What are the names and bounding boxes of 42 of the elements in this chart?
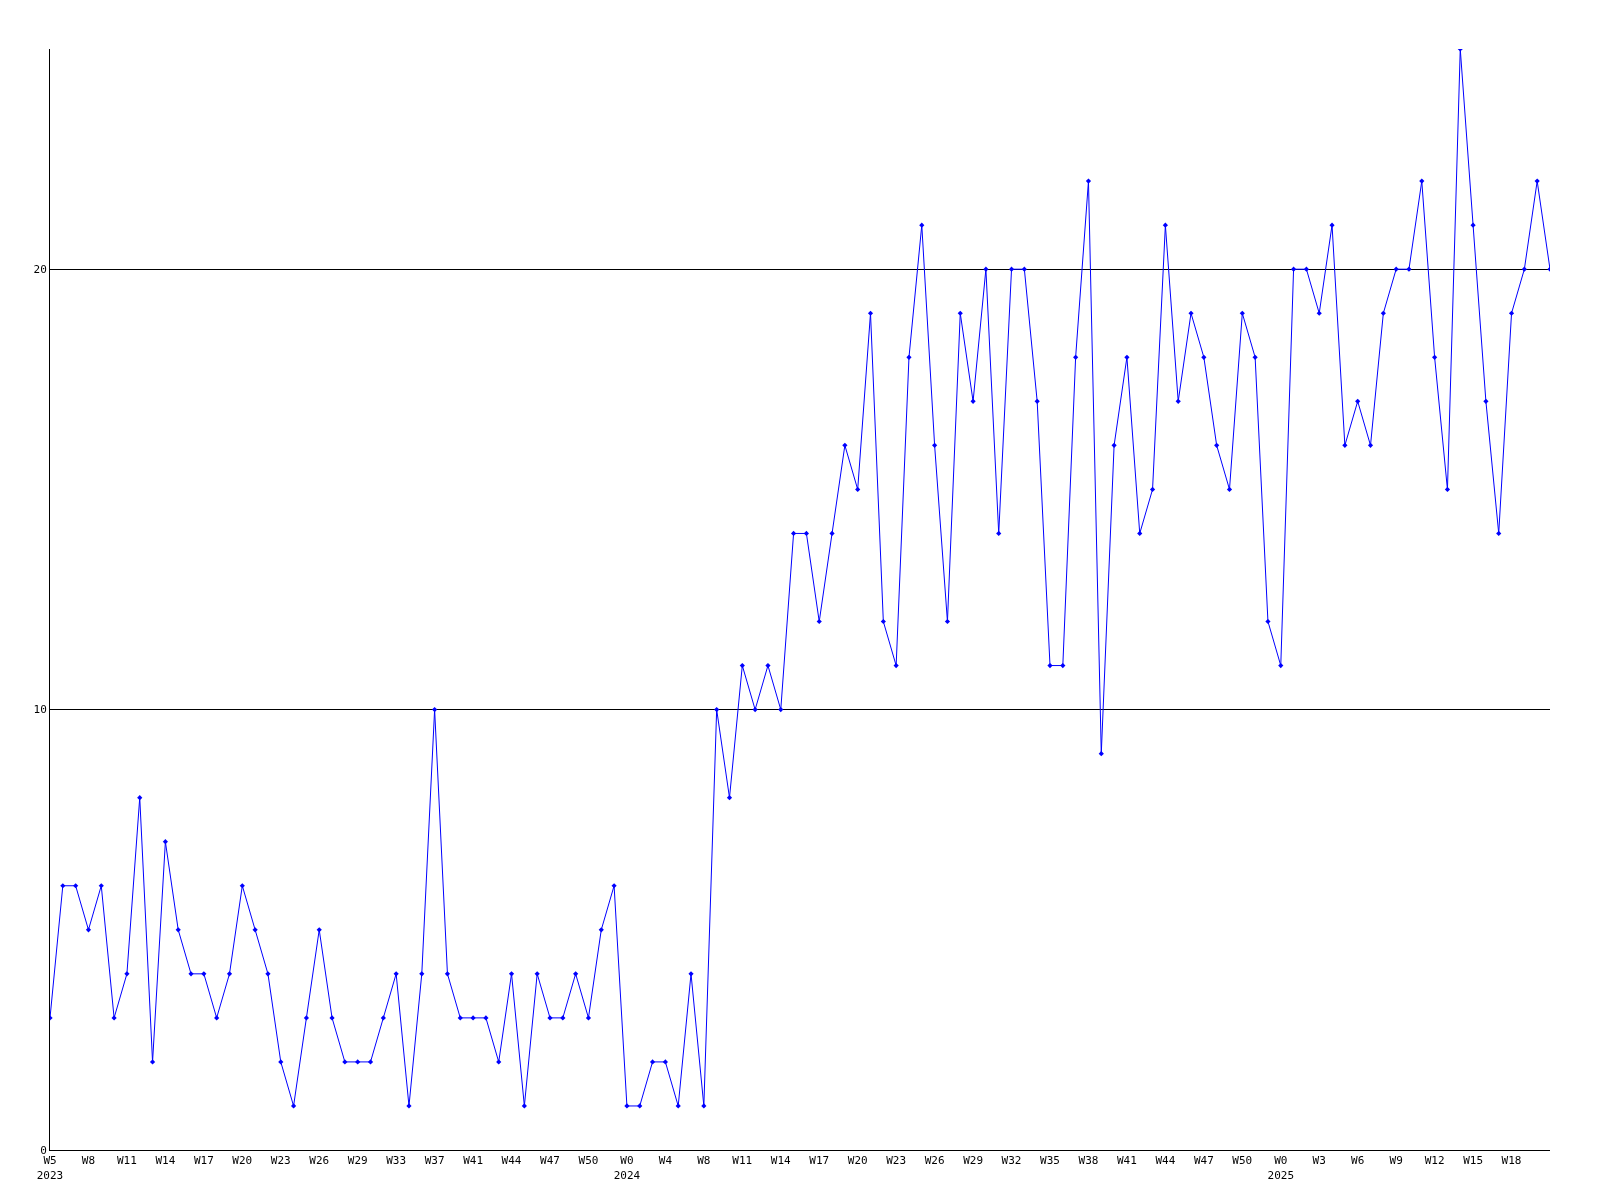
x-tick-label: W44: [1155, 1154, 1176, 1168]
y-tick-label: 0: [40, 1143, 47, 1157]
x-tick-label: W35: [1040, 1154, 1060, 1168]
x-tick-label: W0 2025: [1267, 1154, 1295, 1182]
x-tick-label: W20: [232, 1154, 253, 1168]
x-tick-label: W11: [116, 1154, 137, 1168]
y-tick-label: 20: [33, 263, 47, 277]
x-tick-label: W50: [578, 1154, 599, 1168]
x-tick-label: W12: [1424, 1154, 1445, 1168]
y-tick-label: 10: [33, 703, 47, 717]
x-tick-label: W29: [963, 1154, 984, 1168]
x-tick-label: W17: [809, 1154, 830, 1168]
x-tick-label: W32: [1001, 1154, 1022, 1168]
x-tick-label: W0 2024: [613, 1154, 641, 1182]
x-tick-label: W37: [424, 1154, 445, 1168]
x-tick-label: W47: [540, 1154, 560, 1168]
x-tick-label: W5 2023: [36, 1154, 64, 1182]
x-tick-label: W14: [770, 1154, 792, 1168]
x-tick-label: W23: [886, 1154, 907, 1168]
x-tick-label: W8: [697, 1154, 711, 1168]
x-tick-label: W8: [81, 1154, 96, 1168]
x-tick-label: W4: [658, 1154, 673, 1168]
x-tick-label: W6: [1351, 1154, 1365, 1168]
x-tick-label: W33: [386, 1154, 407, 1168]
x-tick-label: W3: [1312, 1154, 1326, 1168]
x-tick-label: W14: [155, 1154, 176, 1168]
x-tick-label: W23: [270, 1154, 291, 1168]
x-tick-label: W41: [1116, 1154, 1137, 1168]
x-tick-label: W50: [1232, 1154, 1253, 1168]
x-tick-label: W11: [732, 1154, 753, 1168]
x-tick-label: W47: [1193, 1154, 1214, 1168]
x-tick-label: W29: [347, 1154, 368, 1168]
x-tick-label: W41: [463, 1154, 484, 1168]
x-tick-label: W26: [309, 1154, 330, 1168]
x-tick-label: W17: [193, 1154, 214, 1168]
x-tick-label: W9: [1389, 1154, 1403, 1168]
x-tick-label: W15: [1463, 1154, 1484, 1168]
x-tick-label: W26: [924, 1154, 945, 1168]
x-tick-label: W38: [1078, 1154, 1099, 1168]
x-tick-label: W44: [501, 1154, 522, 1168]
x-tick-label: W18: [1501, 1154, 1522, 1168]
x-tick-label: W20: [847, 1154, 868, 1168]
